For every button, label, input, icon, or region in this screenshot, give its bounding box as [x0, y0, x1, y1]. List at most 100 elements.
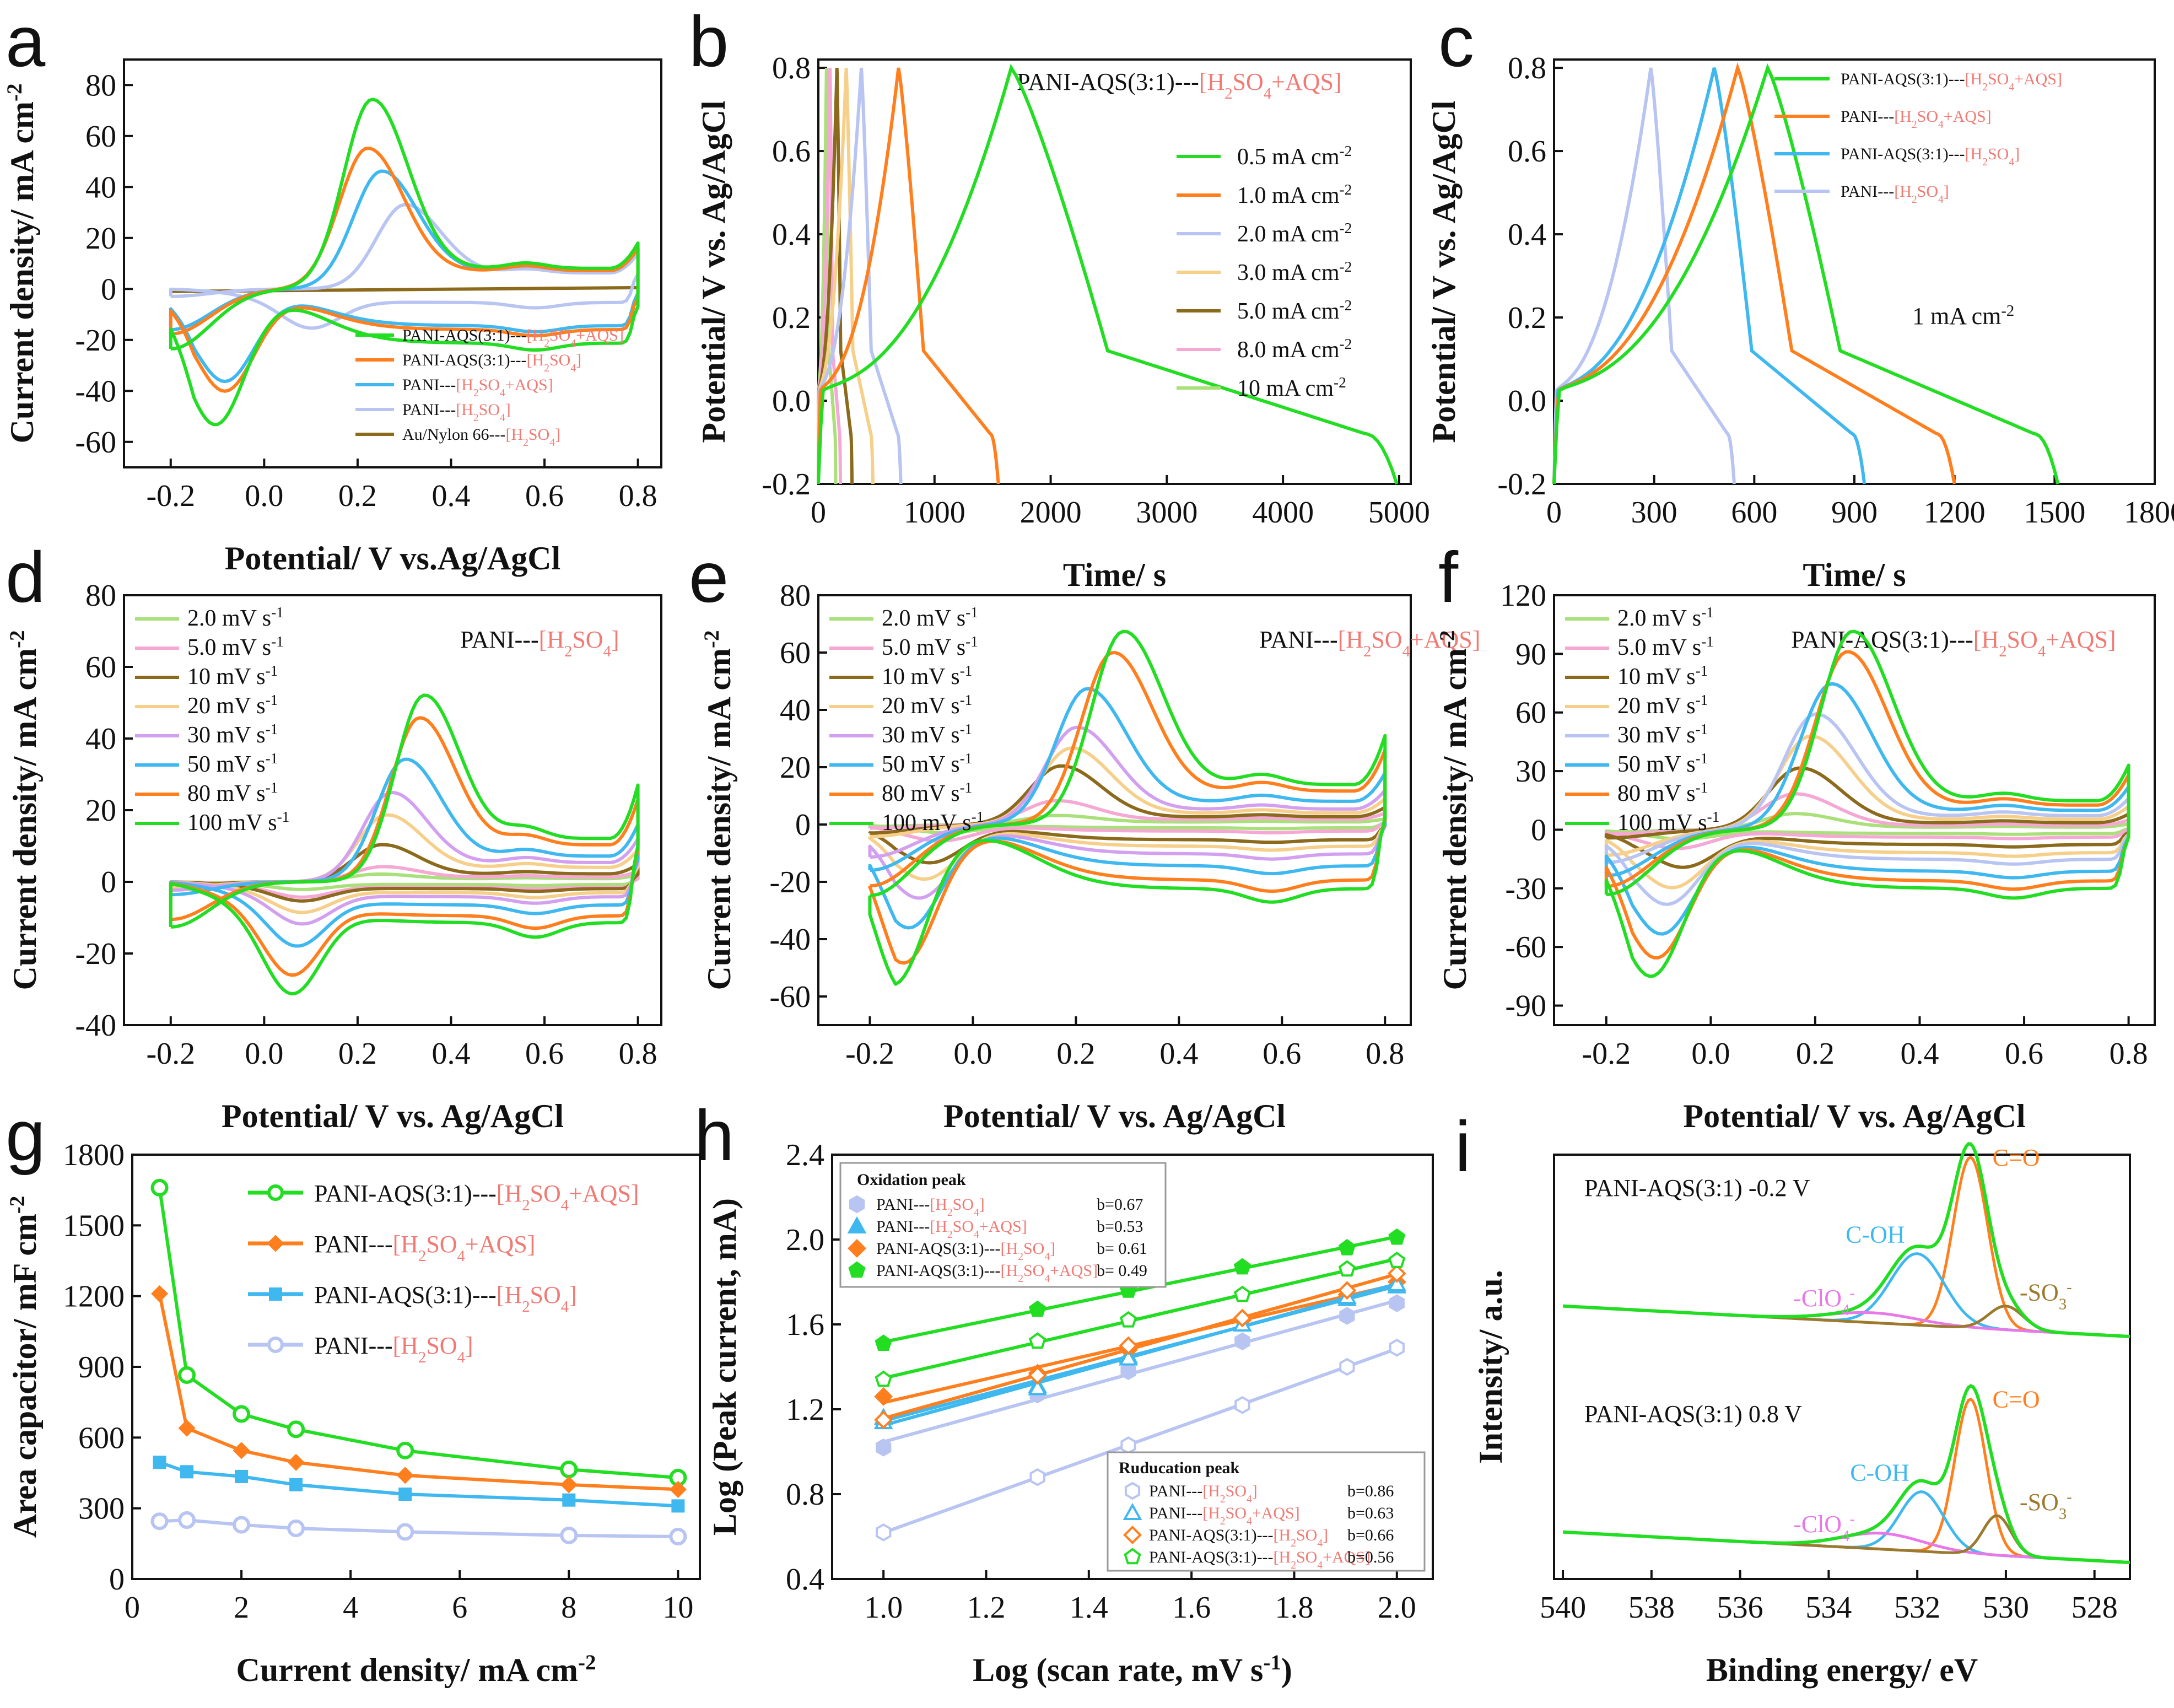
x-axis-label: Current density/ mA cm-2: [236, 1651, 596, 1689]
panel-i: i 540 538 536 534 532 530 528 Binding energy/ eV…: [1455, 1106, 2131, 1688]
legend-marker: [267, 1235, 284, 1252]
x-tick-label: 300: [1631, 495, 1677, 530]
x-tick-label: -0.2: [146, 479, 195, 513]
x-tick-label: 4000: [1252, 495, 1314, 530]
panel-label: c: [1438, 1, 1474, 82]
data-point: [287, 1453, 305, 1471]
peak-label: C-OH: [1846, 1221, 1905, 1248]
y-tick-label: 600: [78, 1421, 125, 1455]
data-point: [178, 1366, 196, 1384]
legend: 2.0 mV s-15.0 mV s-110 mV s-1 20 mV s-130…: [135, 604, 289, 836]
panel-label: e: [689, 537, 729, 617]
y-ticks: -40 -20 0 20 40 60 80: [75, 579, 133, 1043]
y-tick-label: 0.8: [786, 1478, 824, 1512]
data-point: [849, 1195, 865, 1214]
legend-label: 50 mV s-1: [1617, 750, 1708, 777]
legend-label: 8.0 mA cm-2: [1237, 336, 1352, 363]
gcd-curve: [817, 63, 1399, 484]
data-point: [1028, 1332, 1046, 1349]
curves: [169, 693, 640, 996]
x-tick-label: 538: [1628, 1591, 1675, 1625]
x-tick-label: 0.0: [953, 1037, 992, 1071]
y-tick-label: 60: [85, 120, 116, 154]
y-tick-label: 80: [85, 579, 116, 613]
panel-label: a: [6, 1, 46, 82]
x-tick-label: 0.8: [619, 1037, 657, 1071]
data-point: [874, 1410, 893, 1430]
y-tick-label: 20: [780, 751, 811, 785]
data-point: [396, 1467, 414, 1484]
legend: 0.5 mA cm-2 1.0 mA cm-2 2.0 mA cm-2 3.0 mA …: [1177, 143, 1352, 401]
panel-a: a -0.2 0.0 0.2 0.4 0.6 0.8 -60 -40 -20 0 20 40 60 80 Po…: [3, 1, 662, 576]
x-tick-label: 0.8: [619, 479, 657, 513]
data-point: [560, 1526, 578, 1544]
plot-frame: [817, 58, 1412, 485]
data-point: [1233, 1258, 1251, 1275]
y-tick-label: 0: [795, 808, 811, 842]
y-tick-label: -20: [75, 324, 116, 358]
data-point: [178, 1419, 196, 1437]
fit-line: [883, 1298, 1398, 1444]
y-axis-label: Log (Peak current, mA): [706, 1198, 743, 1535]
y-tick-label: 0.0: [772, 384, 811, 418]
y-axis-label: Current density/ mA cm-2: [3, 83, 41, 443]
legend-box: [839, 1162, 1167, 1288]
fit-line: [883, 1347, 1398, 1534]
legend-marker: [267, 1184, 284, 1201]
data-point: [289, 1478, 303, 1491]
legend-label: 5.0 mV s-1: [1617, 633, 1714, 660]
y-axis-label: Area capacitor/ mF cm-2: [6, 1196, 44, 1538]
y-tick-label: 300: [78, 1492, 125, 1526]
y-ticks: -90 -60 -30 0 30 60 90 120: [1500, 579, 1563, 1023]
x-tick-label: 600: [1731, 495, 1777, 530]
x-tick-label: 1000: [904, 495, 965, 530]
y-axis-label: Potential/ V vs. Ag/AgCl: [695, 100, 732, 443]
x-tick-label: 1200: [1924, 495, 1986, 530]
data-point: [180, 1465, 194, 1479]
x-tick-label: 0.4: [431, 1037, 470, 1071]
x-axis-label: Potential/ V vs.Ag/AgCl: [225, 540, 560, 576]
peak-label: C-OH: [1850, 1459, 1909, 1486]
data-point: [669, 1528, 687, 1545]
y-tick-label: -90: [1505, 989, 1546, 1023]
y-tick-label: 40: [780, 693, 811, 728]
peak-label: C=O: [1993, 1386, 2040, 1413]
gcd-curve: [817, 67, 1000, 484]
data-point: [1234, 1396, 1250, 1414]
panel-b: b 0 1000 2000 3000 4000 5000 -0.2 0.0 0.2 0.4 0.6 0.…: [689, 1, 1430, 593]
x-ticks: -0.2 0.0 0.2 0.4 0.6 0.8: [1582, 1016, 2148, 1071]
panel-label: f: [1438, 537, 1459, 617]
b-value: b=0.63: [1347, 1504, 1394, 1522]
legend-label: 1.0 mA cm-2: [1237, 181, 1352, 208]
plot-frame: [1553, 1154, 2131, 1580]
curves: [817, 63, 1399, 484]
x-tick-label: 0.6: [525, 1037, 564, 1071]
x-tick-label: 5000: [1368, 495, 1430, 530]
y-tick-label: 60: [780, 636, 811, 670]
data-point: [153, 1456, 166, 1469]
legend-label: 5.0 mV s-1: [187, 633, 284, 660]
x-tick-label: 0.8: [2110, 1037, 2148, 1071]
legend-title: Oxidation peak: [857, 1171, 966, 1189]
data-point: [1123, 1502, 1142, 1520]
y-tick-label: -20: [769, 865, 811, 899]
b-value: b= 0.61: [1097, 1240, 1147, 1258]
y-tick-label: 60: [1515, 696, 1546, 730]
series: [873, 1228, 1407, 1542]
y-tick-label: -40: [75, 1009, 116, 1043]
x-tick-label: 10: [662, 1591, 693, 1625]
y-tick-label: 0: [101, 865, 116, 899]
data-point: [1233, 1285, 1251, 1302]
fit-line: [883, 1282, 1398, 1427]
x-tick-label: -0.2: [146, 1037, 195, 1071]
x-tick-label: 0.4: [1159, 1037, 1198, 1071]
x-tick-label: 1.2: [967, 1591, 1005, 1625]
x-tick-label: 0.2: [1796, 1037, 1835, 1071]
x-tick-label: 0.8: [1366, 1037, 1404, 1071]
x-tick-label: 0.6: [2005, 1037, 2043, 1071]
y-tick-label: -60: [769, 980, 811, 1014]
cv-curve: [169, 757, 640, 948]
